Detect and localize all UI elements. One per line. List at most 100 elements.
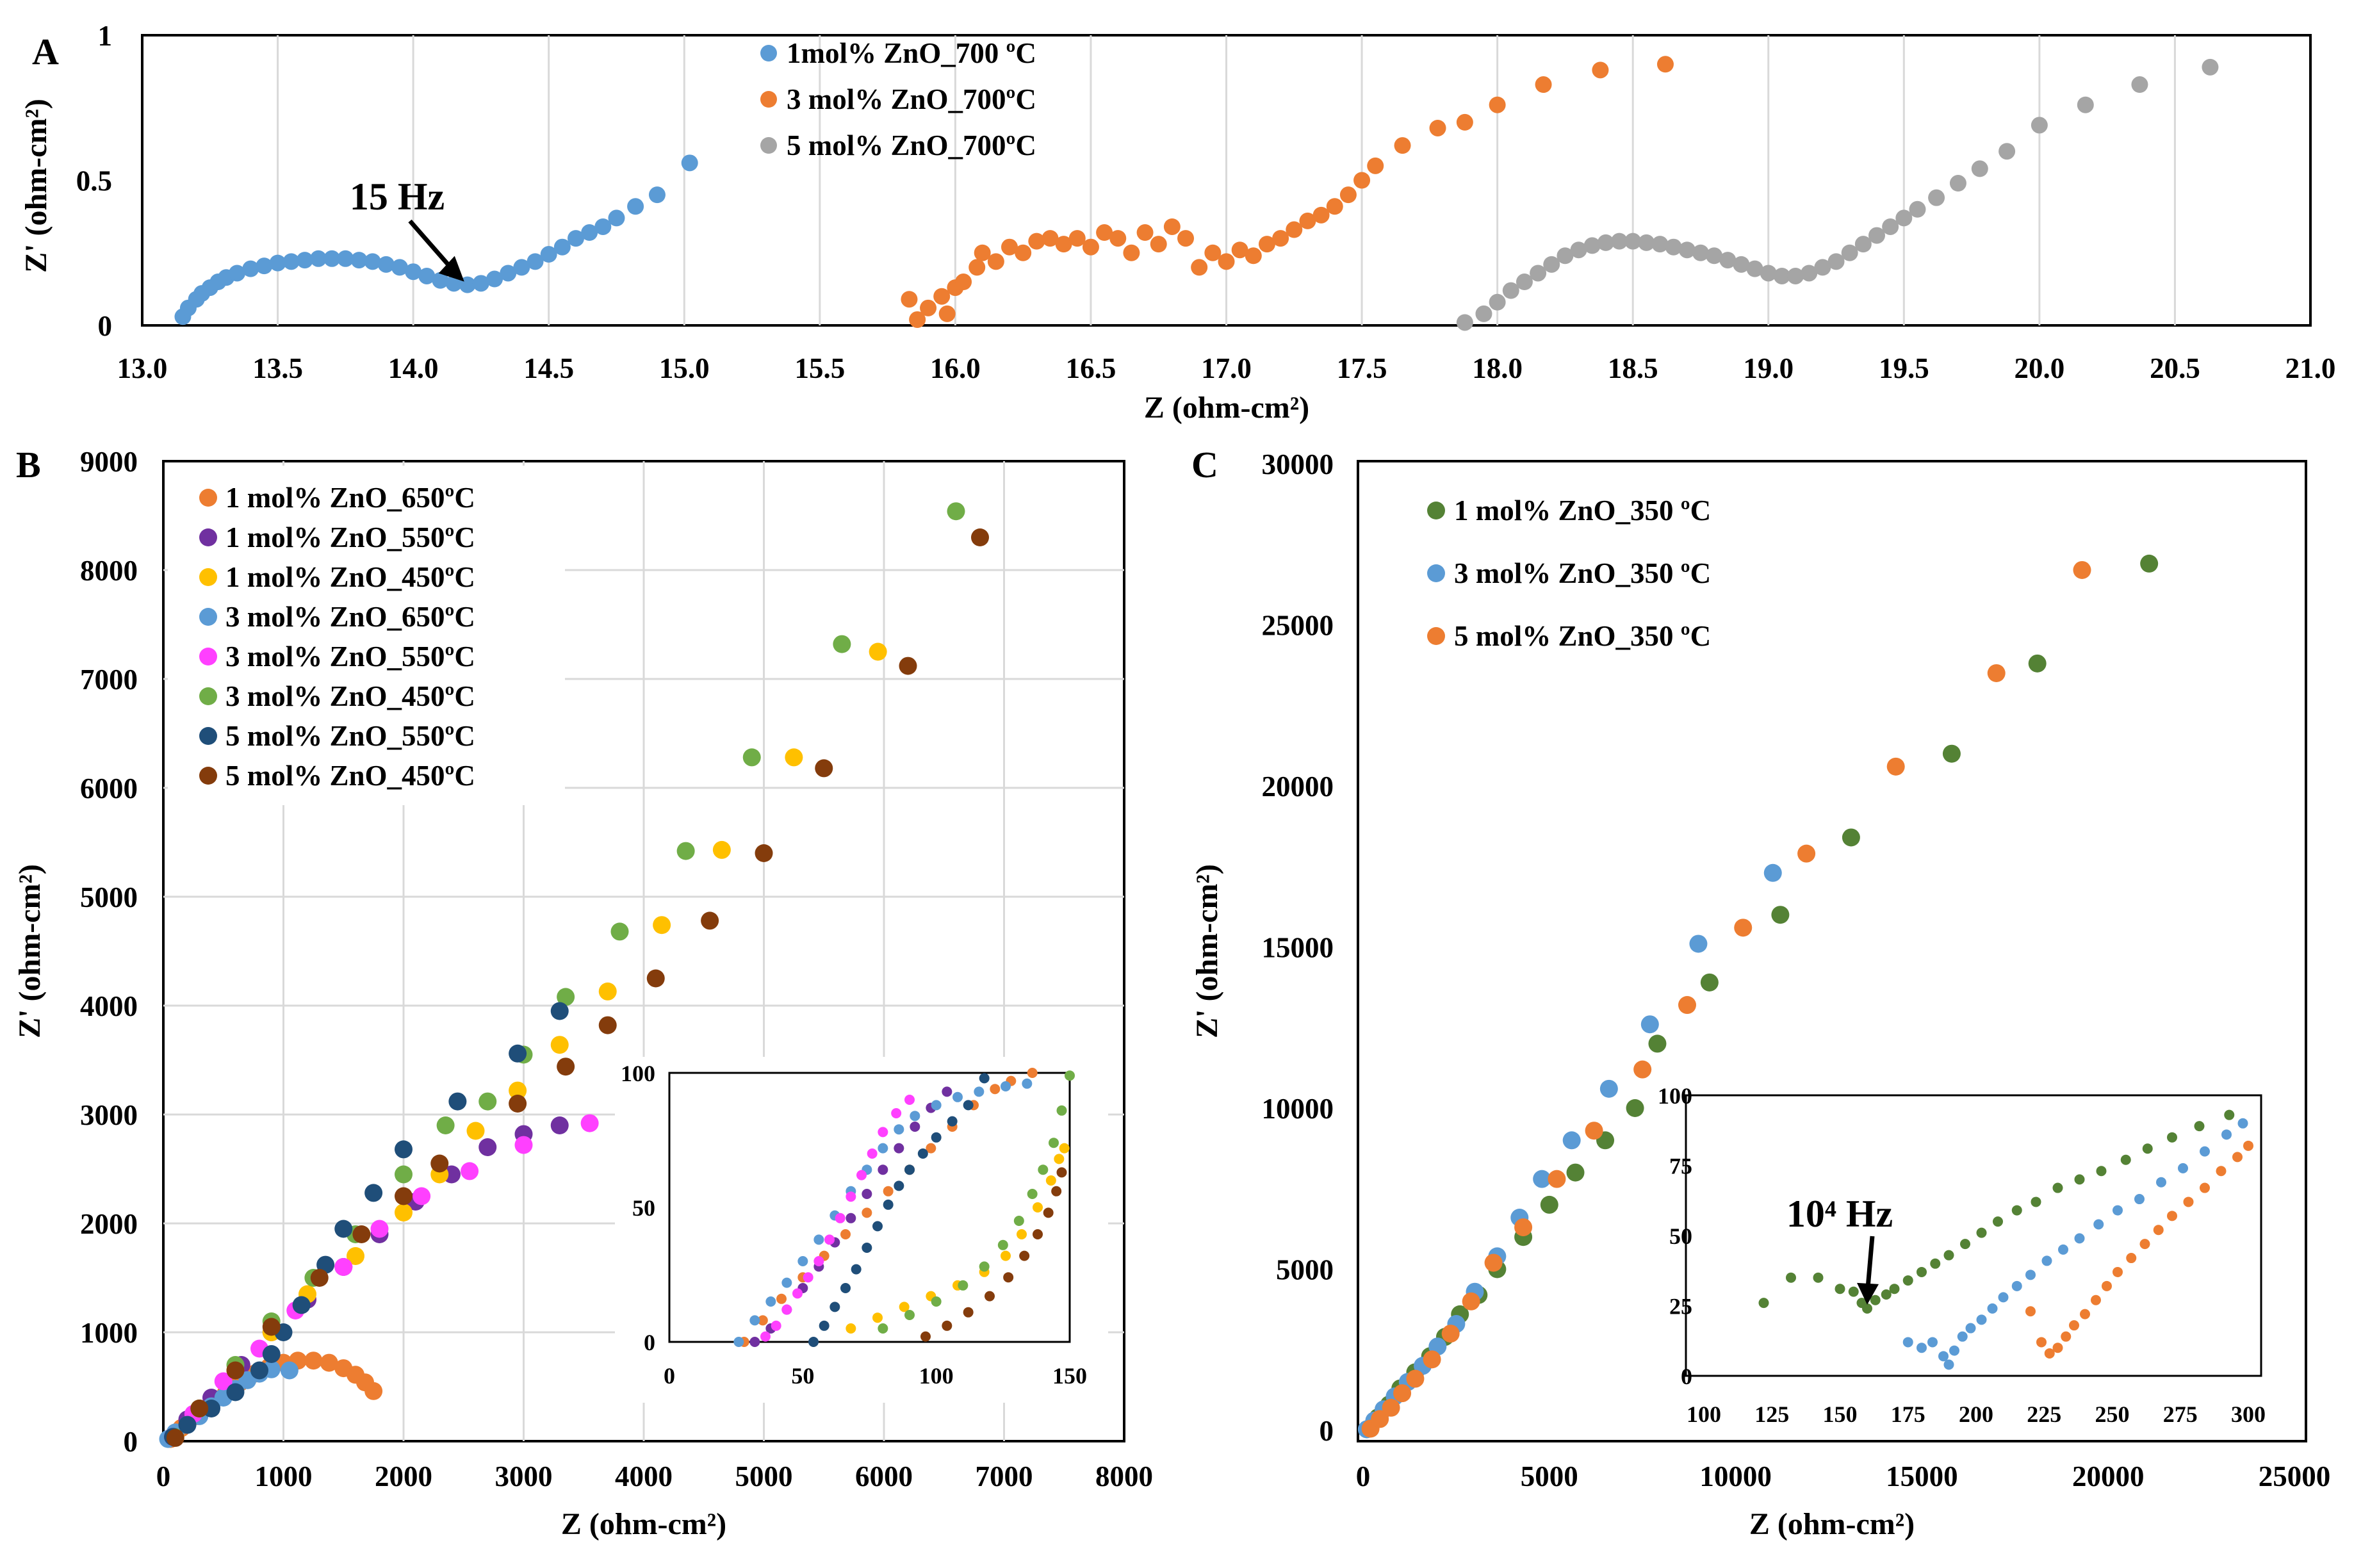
data-point [1177,230,1195,247]
inset-data-point [2052,1182,2063,1193]
x-tick-label: 15000 [1886,1460,1958,1492]
data-point [938,305,956,322]
data-point [1987,664,2006,682]
data-point [1868,227,1885,244]
data-point [377,256,395,273]
data-point [1015,244,1032,261]
x-axis-label: Z (ohm-cm²) [1749,1507,1915,1541]
data-point [1949,175,1966,192]
data-point [920,299,937,316]
data-point [1928,189,1945,206]
data-point [1827,253,1845,270]
inset-data-point [2011,1280,2022,1291]
x-tick-label: 16.0 [930,352,981,384]
data-point [405,263,422,281]
inset-data-point [872,1221,883,1232]
y-tick-label: 0.5 [76,165,112,197]
inset-data-point [1993,1216,2003,1227]
data-point [1648,1034,1667,1053]
inset-data-point [878,1164,888,1175]
inset-data-point [819,1320,830,1331]
data-point [350,252,368,269]
data-point [550,1036,569,1054]
data-point [1548,1170,1566,1188]
x-axis-label: Z (ohm-cm²) [1144,391,1309,425]
legend-label: 3 mol% ZnO_350 ºC [1454,557,1711,589]
y-tick-label: 15000 [1262,932,1334,964]
inset-x-tick-label: 275 [2163,1401,2198,1427]
data-point [527,253,544,270]
data-point [1394,137,1411,154]
legend-label: 3 mol% ZnO_550ºC [225,641,475,673]
data-point [550,1116,569,1134]
data-point [364,1184,383,1202]
inset-data-point [2113,1266,2123,1277]
data-point [352,1225,371,1243]
data-point [1339,186,1357,204]
data-point [1441,1325,1460,1343]
data-point [478,1092,497,1111]
inset-data-point [931,1132,942,1143]
data-point [1665,238,1682,256]
y-tick-label: 25000 [1262,610,1334,642]
data-point [395,1204,413,1221]
inset-data-point [813,1256,824,1266]
inset-data-point [2126,1253,2137,1264]
inset-data-point [894,1124,904,1135]
data-point [1842,828,1860,847]
inset-data-point [910,1111,920,1122]
data-point [262,1345,281,1363]
data-point [701,911,719,930]
inset-data-point [1019,1250,1030,1261]
x-tick-label: 17.0 [1201,352,1252,384]
data-point [214,1372,233,1391]
data-point [608,209,625,227]
inset-data-point [824,1234,835,1245]
data-point [509,1044,527,1063]
y-tick-label: 10000 [1262,1093,1334,1125]
y-tick-label: 1 [98,20,113,52]
x-tick-label: 15.0 [659,352,710,384]
inset-data-point [2093,1219,2104,1230]
data-point [395,1187,413,1205]
inset-data-point [1889,1284,1900,1294]
inset-data-point [1902,1275,1913,1286]
data-point [1700,973,1719,992]
data-point [337,250,354,267]
data-point [1028,233,1045,250]
inset-data-point [1051,1186,1062,1196]
data-point [1583,237,1601,254]
x-tick-label: 17.5 [1337,352,1387,384]
inset-data-point [862,1189,872,1199]
data-point [1797,844,1816,863]
inset-x-tick-label: 50 [791,1363,814,1389]
inset-y-tick-label: 0 [1681,1364,1692,1389]
legend-box [168,466,565,805]
data-point [598,982,617,1000]
inset-data-point [1022,1078,1033,1089]
inset-data-point [910,1122,920,1132]
inset-data-point [920,1331,931,1342]
inset-data-point [776,1293,787,1304]
inset-data-point [2224,1109,2235,1120]
inset-data-point [974,1086,985,1097]
inset-data-point [2134,1194,2145,1205]
inset-data-point [2153,1225,2164,1236]
legend-marker [199,767,217,785]
inset-data-point [840,1283,851,1293]
inset-data-point [872,1312,883,1323]
panel-b-label: B [16,444,41,486]
data-point [347,1247,364,1265]
legend-label: 5 mol% ZnO_550ºC [225,720,475,752]
inset-data-point [1976,1227,1987,1238]
y-tick-label: 4000 [80,990,138,1022]
inset-data-point [1033,1202,1043,1213]
data-point [1566,1163,1585,1182]
data-point [648,186,666,204]
inset-data-point [997,1239,1008,1250]
inset-data-point [963,1100,974,1111]
data-point [1109,230,1127,247]
inset-data-point [2200,1146,2210,1157]
inset-data-point [1027,1189,1038,1199]
legend-label: 1 mol% ZnO_550ºC [225,521,475,553]
